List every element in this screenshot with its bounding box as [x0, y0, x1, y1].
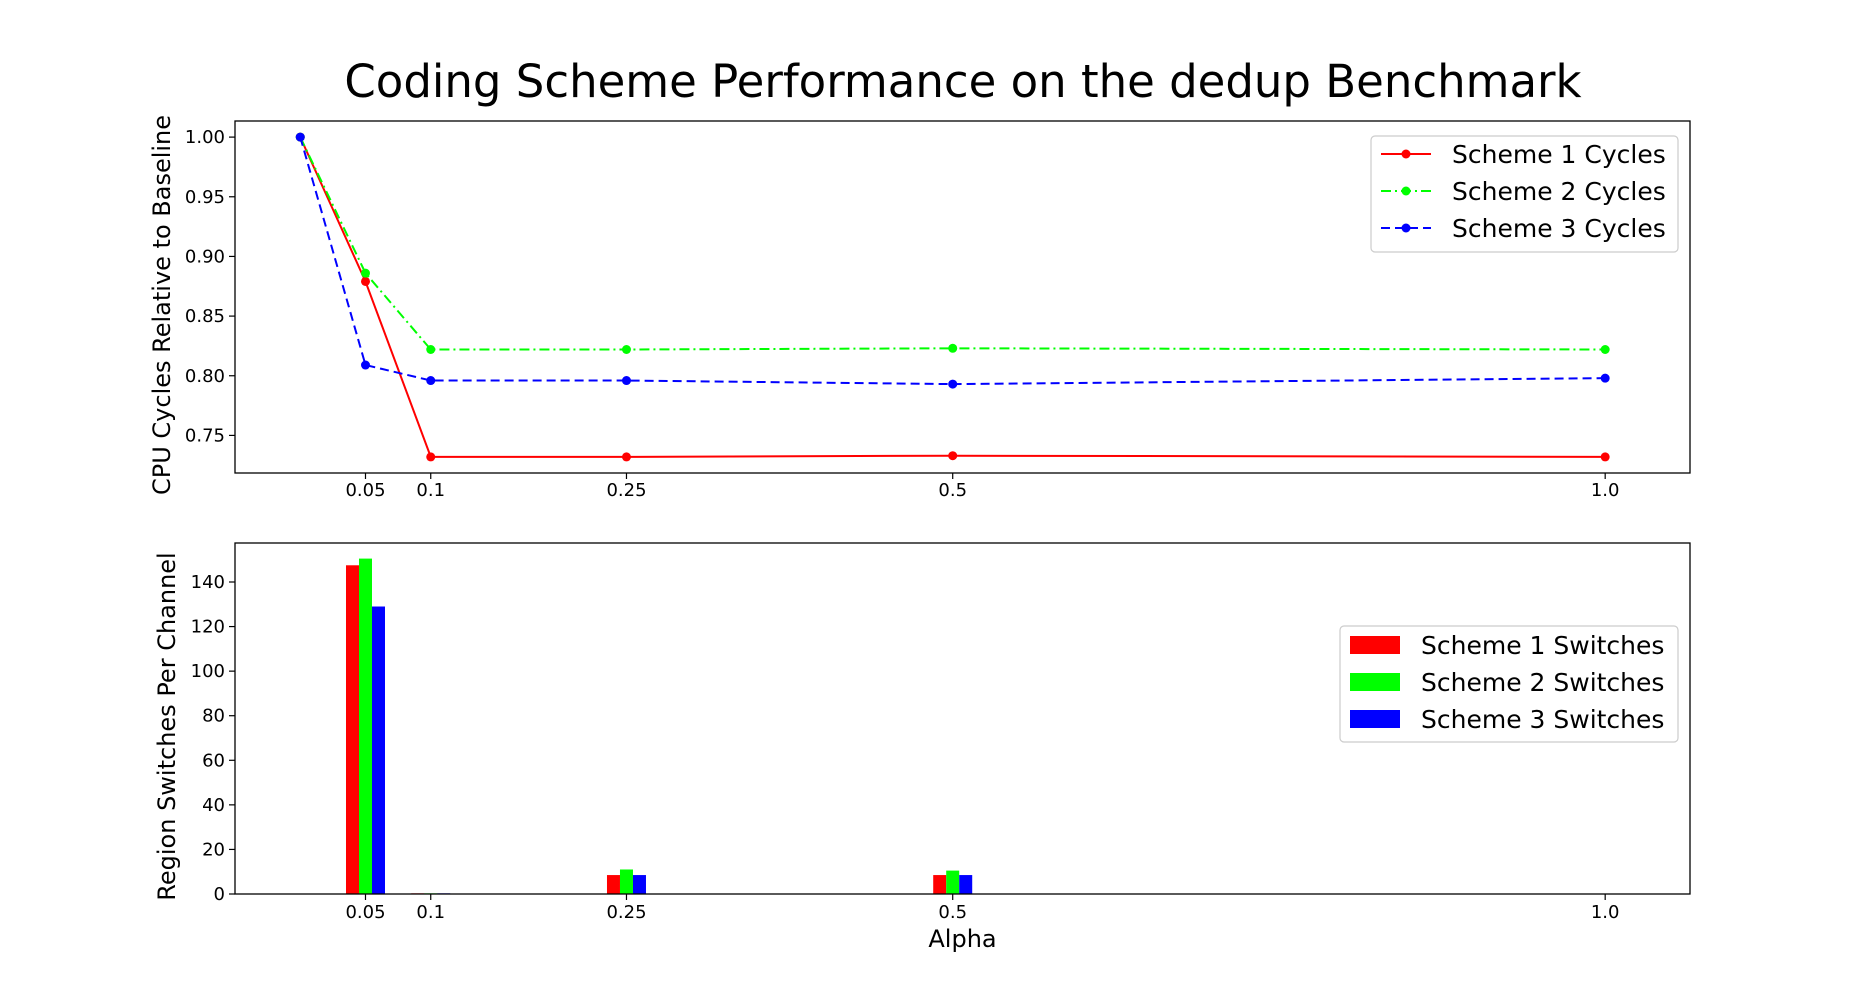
switches-x-tick-label: 1.0	[1591, 902, 1620, 923]
switches-legend-label-2: Scheme 2 Switches	[1421, 668, 1664, 697]
cycles-series-group	[295, 132, 1610, 462]
cycles-series-line-2	[299, 136, 1606, 351]
figure-title: Coding Scheme Performance on the dedup B…	[344, 55, 1581, 108]
cycles-axis-ticks: 0.05 0.1 0.25 0.5 1.0 0.75 0.80 0.85 0.90 0.95 1.0…	[185, 127, 1620, 501]
switches-bar-series-1	[606, 875, 620, 894]
switches-axis-ticks: 0.05 0.1 0.25 0.5 1.0 0 20 40 60 80 100 120 140	[191, 572, 1620, 923]
switches-legend-box	[1339, 625, 1679, 743]
cycles-line-chart: CPU Cycles Relative to Baseline 0.05 0.1 0…	[148, 115, 1691, 501]
cycles-legend-marker-1	[1401, 149, 1411, 159]
switches-bar-series-3	[632, 875, 646, 894]
cycles-series-2-point	[621, 345, 631, 355]
switches-legend-swatch-3	[1350, 710, 1400, 728]
cycles-y-tick-label: 1.00	[185, 127, 225, 148]
cycles-series-3-point	[426, 376, 436, 386]
cycles-y-tick-label: 0.85	[185, 306, 225, 327]
switches-legend-label-1: Scheme 1 Switches	[1421, 631, 1664, 660]
cycles-legend: Scheme 1 Cycles Scheme 2 Cycles Scheme 3 C…	[1370, 135, 1679, 253]
cycles-legend-marker-2	[1401, 186, 1411, 196]
switches-y-tick-label: 100	[191, 661, 225, 682]
cycles-y-tick-label: 0.90	[185, 246, 225, 267]
switches-y-tick-label: 140	[191, 572, 225, 593]
switches-bar-series-3	[371, 606, 385, 894]
switches-y-tick-label: 0	[214, 884, 225, 905]
switches-bar-series-1	[345, 565, 359, 894]
cycles-series-2-point	[948, 343, 958, 353]
switches-bar-series-1	[933, 875, 947, 894]
cycles-y-axis-label: CPU Cycles Relative to Baseline	[148, 115, 176, 495]
cycles-series-line-3	[299, 136, 1606, 386]
switches-x-tick-label: 0.25	[606, 902, 646, 923]
cycles-legend-marker-3	[1401, 223, 1411, 233]
switches-x-tick-label: 0.05	[345, 902, 385, 923]
cycles-series-1-point	[1600, 452, 1610, 462]
switches-plot-frame	[234, 542, 1691, 895]
cycles-y-tick-label: 0.75	[185, 425, 225, 446]
switches-bars-group	[345, 558, 973, 895]
cycles-series-3-point	[1600, 373, 1610, 383]
cycles-series-1-point	[948, 451, 958, 461]
cycles-legend-label-2: Scheme 2 Cycles	[1452, 177, 1666, 206]
switches-y-tick-label: 80	[202, 706, 225, 727]
cycles-legend-label-3: Scheme 3 Cycles	[1452, 214, 1666, 243]
switches-x-tick-label: 0.1	[416, 902, 445, 923]
cycles-series-line-1	[299, 136, 1606, 458]
cycles-x-tick-label: 0.5	[938, 480, 967, 501]
switches-bar-chart: Region Switches Per Channel Alpha 0.05 0.…	[153, 542, 1691, 953]
cycles-series-3-point	[360, 360, 370, 370]
switches-bar-series-3	[959, 875, 973, 894]
cycles-series-3-point	[621, 376, 631, 386]
switches-legend-label-3: Scheme 3 Switches	[1421, 705, 1664, 734]
switches-y-tick-label: 60	[202, 750, 225, 771]
switches-bar-series-2	[619, 869, 633, 894]
switches-x-axis-label: Alpha	[928, 925, 996, 953]
cycles-series-1-point	[426, 452, 436, 462]
switches-bar-series-2	[358, 558, 372, 894]
cycles-x-tick-label: 0.25	[606, 480, 646, 501]
cycles-y-tick-label: 0.95	[185, 187, 225, 208]
cycles-series-1-point	[360, 276, 370, 286]
cycles-x-tick-label: 1.0	[1591, 480, 1620, 501]
switches-y-tick-label: 40	[202, 795, 225, 816]
cycles-y-tick-label: 0.80	[185, 366, 225, 387]
switches-legend-swatch-2	[1350, 673, 1400, 691]
switches-x-tick-label: 0.5	[938, 902, 967, 923]
cycles-series-3-point	[295, 132, 305, 142]
switches-y-tick-label: 20	[202, 839, 225, 860]
switches-bar-series-2	[946, 870, 960, 894]
switches-legend-swatch-1	[1350, 636, 1400, 654]
cycles-legend-box	[1370, 135, 1679, 253]
cycles-series-3-point	[948, 379, 958, 389]
cycles-series-2-point	[426, 345, 436, 355]
cycles-legend-label-1: Scheme 1 Cycles	[1452, 140, 1666, 169]
cycles-x-tick-label: 0.05	[345, 480, 385, 501]
switches-legend: Scheme 1 Switches Scheme 2 Switches Scheme…	[1339, 625, 1679, 743]
cycles-series-1-point	[621, 452, 631, 462]
cycles-series-2-point	[360, 268, 370, 278]
cycles-plot-frame	[234, 120, 1691, 474]
cycles-series-2-point	[1600, 345, 1610, 355]
switches-y-tick-label: 120	[191, 617, 225, 638]
cycles-x-tick-label: 0.1	[416, 480, 445, 501]
switches-y-axis-label: Region Switches Per Channel	[153, 552, 181, 900]
